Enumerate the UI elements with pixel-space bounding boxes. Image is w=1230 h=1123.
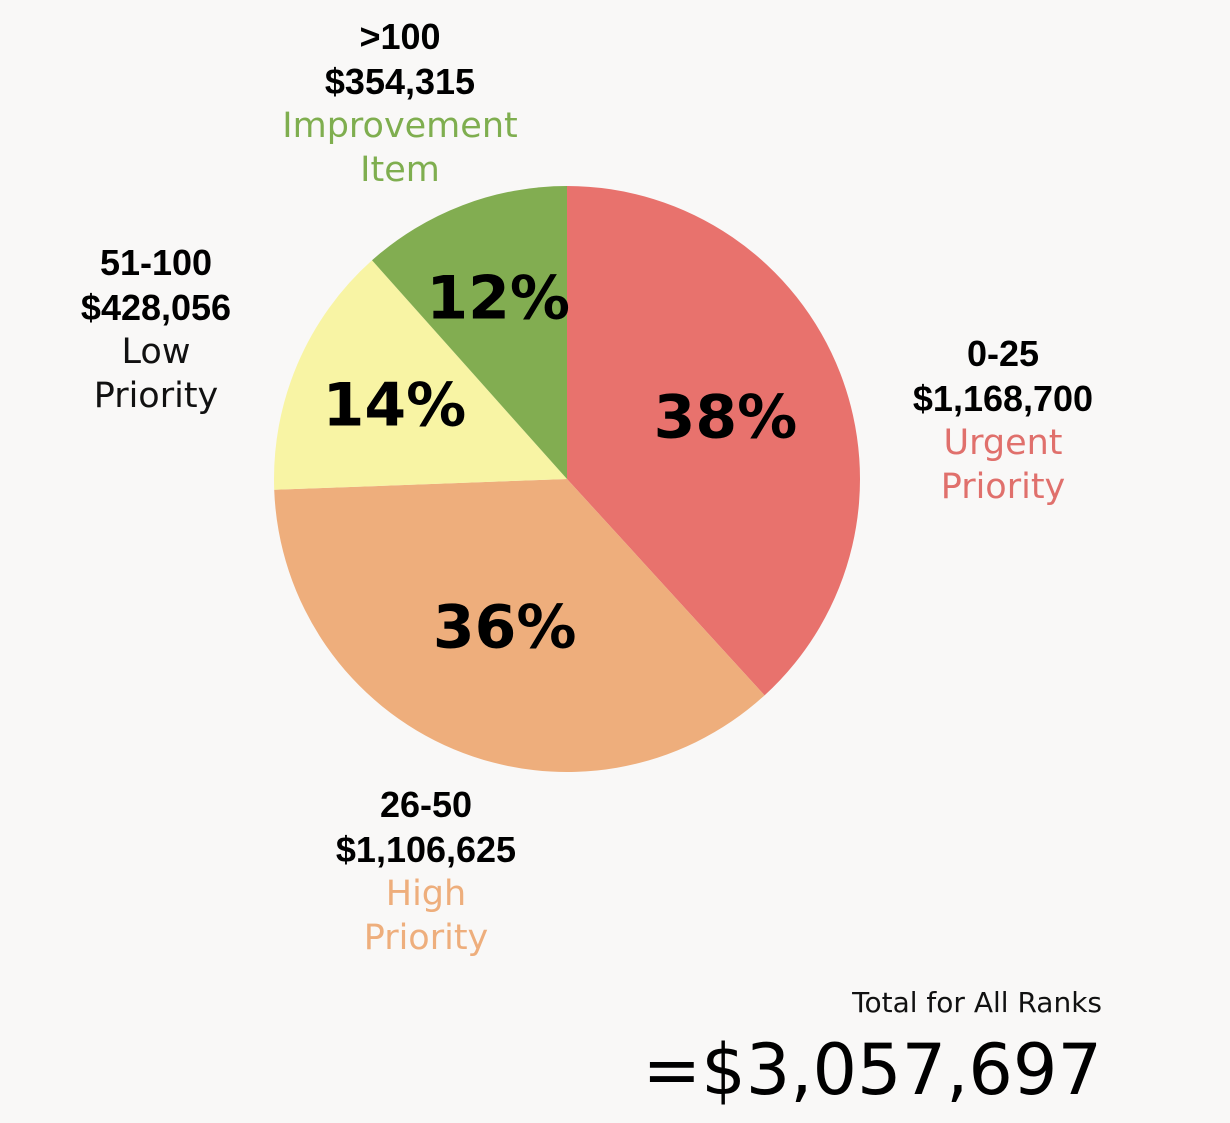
percent-label-low: 14% <box>323 370 467 440</box>
label-high: 26-50 $1,106,625 High Priority <box>336 782 516 960</box>
slice-low <box>274 260 567 490</box>
category-label-improvement: Improvement Item <box>282 104 517 192</box>
amount-label-urgent: $1,168,700 <box>912 378 1094 419</box>
category-high-line1: High <box>385 874 467 914</box>
percent-label-high: 36% <box>433 593 577 663</box>
range-label-improvement: >100 <box>359 16 441 57</box>
label-urgent: 0-25 $1,168,700 Urgent Priority <box>913 331 1093 509</box>
category-low-line1: Low <box>121 332 191 372</box>
category-improvement-line2: Item <box>360 150 440 190</box>
category-urgent-line2: Priority <box>940 467 1066 507</box>
label-low: 51-100 $428,056 Low Priority <box>81 240 231 418</box>
category-label-high: High Priority <box>336 872 516 960</box>
range-label-high: 26-50 <box>379 784 473 825</box>
slice-improvement <box>372 186 567 479</box>
amount-label-improvement: $354,315 <box>324 61 476 102</box>
percent-label-urgent: 38% <box>654 383 798 453</box>
category-urgent-line1: Urgent <box>943 423 1063 463</box>
slice-high <box>274 479 765 773</box>
category-label-urgent: Urgent Priority <box>913 421 1093 509</box>
range-label-urgent: 0-25 <box>966 333 1040 374</box>
percent-label-improvement: 12% <box>426 263 570 333</box>
label-improvement: >100 $354,315 Improvement Item <box>282 14 517 192</box>
slice-urgent <box>567 186 860 696</box>
range-label-low: 51-100 <box>99 242 213 283</box>
amount-label-high: $1,106,625 <box>335 829 517 870</box>
category-high-line2: Priority <box>363 918 489 958</box>
category-low-line2: Priority <box>93 376 219 416</box>
total-value: =$3,057,697 <box>642 1029 1102 1111</box>
total-caption: Total for All Ranks <box>852 986 1102 1019</box>
category-label-low: Low Priority <box>81 330 231 418</box>
category-improvement-line1: Improvement <box>282 106 518 146</box>
amount-label-low: $428,056 <box>80 287 232 328</box>
